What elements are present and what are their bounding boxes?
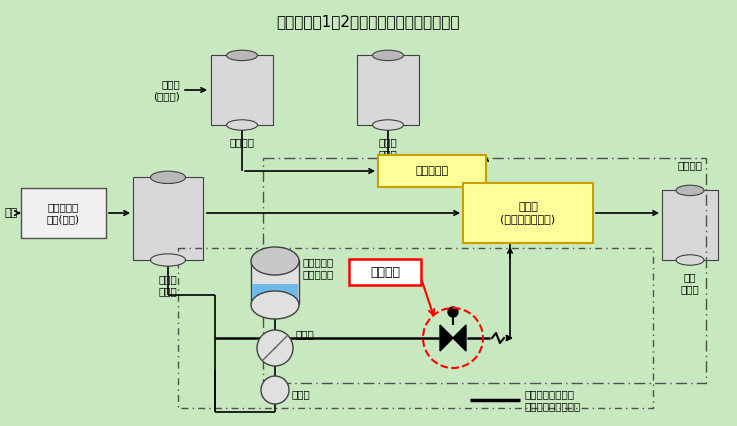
FancyBboxPatch shape (252, 284, 298, 305)
FancyBboxPatch shape (349, 259, 421, 285)
Text: 脱塩水
タンク: 脱塩水 タンク (158, 274, 178, 296)
Bar (263, 158, 706, 383)
Circle shape (261, 376, 289, 404)
Ellipse shape (226, 120, 257, 130)
FancyBboxPatch shape (211, 55, 273, 125)
FancyBboxPatch shape (463, 183, 593, 243)
Ellipse shape (150, 254, 186, 266)
Ellipse shape (251, 247, 299, 275)
FancyBboxPatch shape (133, 177, 203, 260)
Text: 海水: 海水 (4, 208, 17, 218)
Text: 脱塩塔
(イオン交換樹脂): 脱塩塔 (イオン交換樹脂) (500, 202, 556, 224)
Text: 純水装置付属設備
（苛性ソーダ系統）: 純水装置付属設備 （苛性ソーダ系統） (525, 389, 581, 411)
FancyBboxPatch shape (378, 155, 486, 187)
Text: 純水
タンク: 純水 タンク (681, 272, 699, 294)
Text: ポンプ: ポンプ (296, 329, 315, 339)
Polygon shape (453, 325, 466, 351)
Ellipse shape (676, 255, 704, 265)
FancyBboxPatch shape (21, 188, 105, 238)
Ellipse shape (150, 171, 186, 184)
Ellipse shape (226, 50, 257, 60)
Circle shape (448, 307, 458, 317)
Ellipse shape (372, 50, 403, 60)
Ellipse shape (251, 291, 299, 319)
Text: 原水貯槽: 原水貯槽 (229, 138, 254, 147)
FancyBboxPatch shape (662, 190, 718, 260)
FancyBboxPatch shape (251, 260, 299, 304)
Text: 純水装置: 純水装置 (678, 160, 703, 170)
Text: ろ過水
タンク: ろ過水 タンク (379, 138, 397, 159)
Circle shape (257, 330, 293, 366)
Text: 前処理装置: 前処理装置 (416, 166, 449, 176)
Ellipse shape (372, 120, 403, 130)
Text: 当該箇所: 当該箇所 (370, 265, 400, 279)
Ellipse shape (676, 185, 704, 196)
Polygon shape (440, 325, 453, 351)
Text: 伊方発電所1、2号機　純水装置系統概略図: 伊方発電所1、2号機 純水装置系統概略図 (277, 14, 460, 29)
Text: 町水道
(水道水): 町水道 (水道水) (153, 79, 180, 101)
Bar (178, 248, 653, 408)
Text: 苛性ソーダ
受入タンク: 苛性ソーダ 受入タンク (303, 257, 335, 279)
FancyBboxPatch shape (357, 55, 419, 125)
Text: ポンプ: ポンプ (292, 389, 311, 399)
Text: 海水淡水化
装置(淡水): 海水淡水化 装置(淡水) (46, 202, 80, 224)
